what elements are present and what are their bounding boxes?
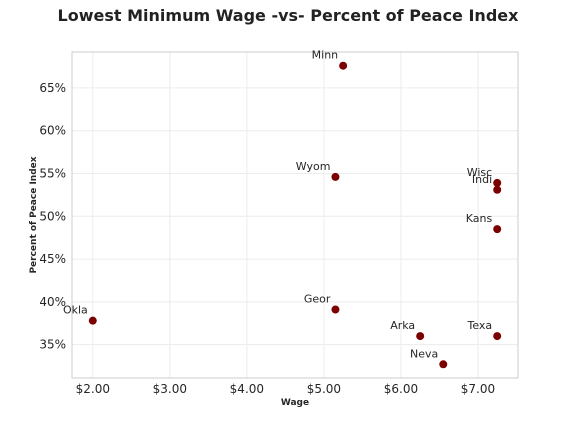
y-tick-label: 45% xyxy=(39,252,66,266)
y-tick-label: 60% xyxy=(39,124,66,138)
point-label: Neva xyxy=(410,347,438,360)
y-tick-label: 35% xyxy=(39,338,66,352)
y-axis-label: Percent of Peace Index xyxy=(29,156,39,273)
point-label: Indi xyxy=(472,173,492,186)
x-tick-label: $4.00 xyxy=(230,382,264,396)
data-point xyxy=(331,305,340,314)
data-point xyxy=(416,332,425,341)
point-label: Geor xyxy=(304,293,331,306)
y-tick-label: 55% xyxy=(39,167,66,181)
x-tick-label: $5.00 xyxy=(307,382,341,396)
grid-lines xyxy=(72,52,518,378)
chart-title: Lowest Minimum Wage -vs- Percent of Peac… xyxy=(57,6,519,25)
x-tick-label: $7.00 xyxy=(461,382,495,396)
data-point xyxy=(493,178,502,187)
data-point xyxy=(88,316,97,325)
data-point xyxy=(439,360,448,369)
tick-labels: $2.00 $3.00 $4.00 $5.00 $6.00 $7.00 35% 40% 45% 5… xyxy=(39,81,495,396)
point-label: Minn xyxy=(312,49,339,62)
x-tick-label: $2.00 xyxy=(76,382,110,396)
point-label: Texa xyxy=(467,319,493,332)
point-label: Arka xyxy=(390,319,415,332)
x-tick-label: $6.00 xyxy=(384,382,418,396)
point-label: Wisc xyxy=(467,166,492,179)
y-tick-label: 50% xyxy=(39,209,66,223)
data-point xyxy=(493,185,502,194)
y-tick-label: 65% xyxy=(39,81,66,95)
x-tick-label: $3.00 xyxy=(153,382,187,396)
plot-frame xyxy=(71,51,519,379)
data-point xyxy=(493,225,502,234)
point-label: Kans xyxy=(466,212,493,225)
point-label: Wyom xyxy=(296,160,331,173)
data-point xyxy=(331,172,340,181)
data-point xyxy=(493,332,502,341)
data-point xyxy=(339,61,348,70)
y-tick-label: 40% xyxy=(39,295,66,309)
x-axis-label: Wage xyxy=(281,398,309,408)
point-label: Okla xyxy=(63,304,88,317)
